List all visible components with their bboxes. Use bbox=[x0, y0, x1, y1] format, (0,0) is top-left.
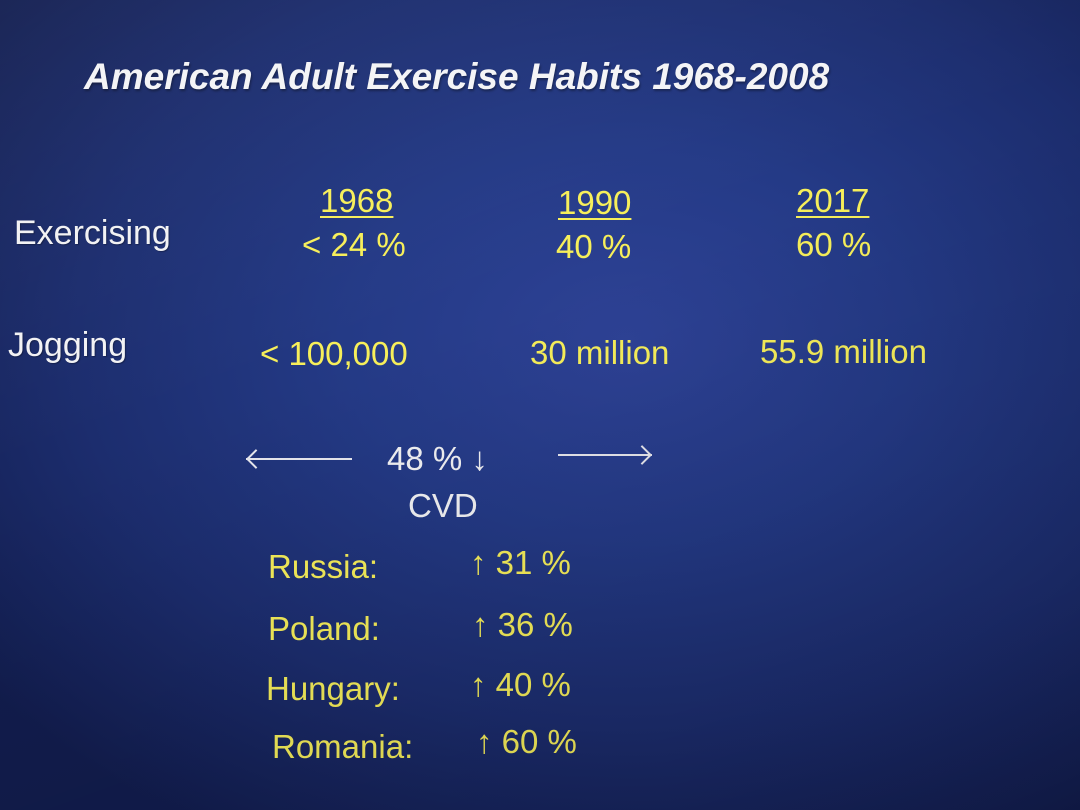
row-label-exercising: Exercising bbox=[14, 214, 171, 252]
cvd-change: 48 % ↓ bbox=[387, 440, 488, 477]
country-name-russia: Russia: bbox=[268, 548, 379, 585]
year-header-1968: 1968 bbox=[320, 182, 394, 219]
country-change-romania: ↑ 60 % bbox=[476, 723, 577, 760]
row-label-jogging: Jogging bbox=[8, 326, 128, 364]
year-header-2017: 2017 bbox=[796, 182, 870, 219]
country-name-hungary: Hungary: bbox=[266, 670, 400, 707]
jogging-value-1990: 30 million bbox=[530, 334, 670, 371]
jogging-value-1968: < 100,000 bbox=[260, 335, 408, 372]
country-change-poland: ↑ 36 % bbox=[472, 606, 573, 643]
country-change-hungary: ↑ 40 % bbox=[470, 666, 571, 703]
exercising-value-1990: 40 % bbox=[556, 228, 632, 265]
right-arrow-icon bbox=[558, 454, 652, 456]
jogging-value-2017: 55.9 million bbox=[760, 333, 927, 370]
year-header-1990: 1990 bbox=[558, 184, 632, 221]
exercising-value-2017: 60 % bbox=[796, 226, 872, 263]
country-name-romania: Romania: bbox=[272, 728, 414, 765]
slide-title: American Adult Exercise Habits 1968-2008 bbox=[84, 56, 830, 97]
exercising-value-1968: < 24 % bbox=[302, 226, 406, 263]
left-arrow-icon bbox=[246, 458, 352, 460]
country-change-russia: ↑ 31 % bbox=[470, 544, 571, 581]
country-name-poland: Poland: bbox=[268, 610, 380, 647]
cvd-label: CVD bbox=[408, 487, 478, 524]
